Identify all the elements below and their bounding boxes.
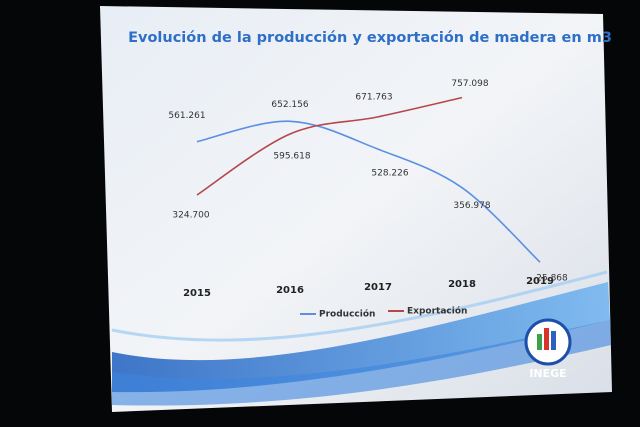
x-tick-label: 2018 <box>448 279 476 290</box>
data-label: 324.700 <box>172 210 209 220</box>
series-line <box>196 96 463 196</box>
data-label: 671.763 <box>355 92 392 102</box>
x-tick-label: 2015 <box>183 288 211 299</box>
logo <box>544 328 549 350</box>
logo-text: INEGE <box>529 367 566 380</box>
data-label: 595.618 <box>273 151 310 161</box>
data-label: 652.156 <box>271 100 308 110</box>
series-line <box>196 120 541 263</box>
data-label: 757.098 <box>451 79 488 89</box>
logo <box>551 331 556 350</box>
wave <box>112 282 610 393</box>
legend-label: Producción <box>319 309 375 320</box>
data-label: 356.978 <box>453 201 490 211</box>
data-label: 528.226 <box>371 169 408 179</box>
slide <box>100 6 612 412</box>
x-tick-label: 2019 <box>526 276 554 287</box>
data-label: 25.868 <box>536 274 568 284</box>
x-tick-label: 2016 <box>276 285 304 296</box>
chart-title: Evolución de la producción y exportación… <box>128 30 612 46</box>
plot: 2015 2016 2017 2018 2019 561.261 652.156 528.22… <box>168 79 568 319</box>
legend-label: Exportación <box>407 306 467 317</box>
data-label: 561.261 <box>168 111 205 121</box>
x-tick-label: 2017 <box>364 282 392 293</box>
wave <box>112 320 611 406</box>
logo <box>537 334 542 350</box>
wave <box>111 270 608 342</box>
